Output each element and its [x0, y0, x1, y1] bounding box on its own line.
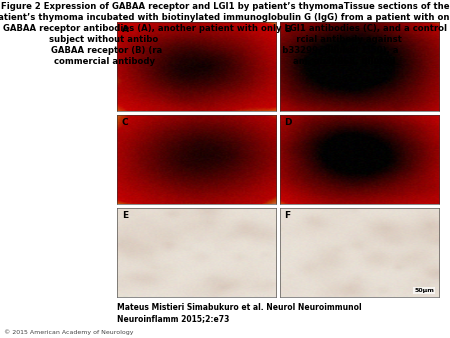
Text: C: C [122, 118, 128, 127]
Text: F: F [284, 211, 291, 220]
Text: Figure 2 Expression of GABAA receptor and LGI1 by patient’s thymomaTissue sectio: Figure 2 Expression of GABAA receptor an… [0, 2, 450, 66]
Text: 50μm: 50μm [414, 288, 434, 293]
Text: © 2015 American Academy of Neurology: © 2015 American Academy of Neurology [4, 329, 134, 335]
Text: E: E [122, 211, 128, 220]
Text: A: A [122, 25, 129, 34]
Text: Mateus Mistieri Simabukuro et al. Neurol Neuroimmunol
Neuroinflamm 2015;2:e73: Mateus Mistieri Simabukuro et al. Neurol… [117, 303, 362, 322]
Text: D: D [284, 118, 292, 127]
Text: B: B [284, 25, 291, 34]
